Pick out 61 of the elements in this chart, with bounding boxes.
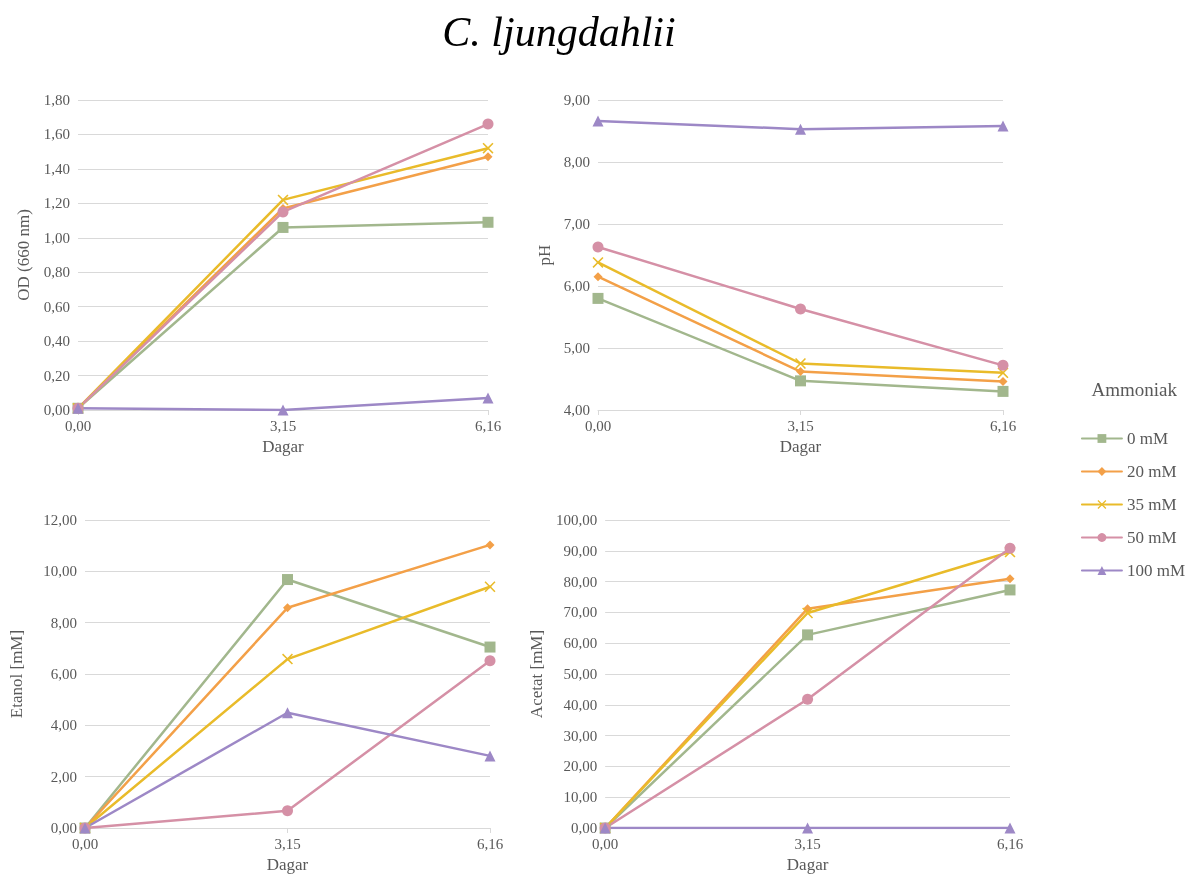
legend-title: Ammoniak (1091, 379, 1178, 400)
x-tick-label: 6,16 (996, 835, 1024, 852)
y-tick-label: 6,00 (563, 278, 590, 294)
y-tick-label: 30,00 (563, 727, 598, 744)
x-tick-label: 6,16 (989, 417, 1017, 434)
y-tick-label: 10,00 (43, 563, 77, 580)
y-tick-label: 0,00 (43, 402, 70, 418)
y-tick-label: 40,00 (563, 696, 598, 713)
y-tick-label: 7,00 (563, 216, 590, 232)
y-tick-label: 1,60 (43, 126, 70, 143)
legend-label: 20 mM (1126, 462, 1177, 481)
y-tick-label: 8,00 (50, 614, 77, 631)
y-tick-label: 1,00 (43, 229, 70, 246)
y-tick-label: 6,00 (50, 666, 77, 682)
y-tick-label: 0,20 (43, 367, 70, 384)
legend-label: 35 mM (1126, 495, 1177, 514)
legend-label: 0 mM (1126, 429, 1168, 448)
x-tick-label: 3,15 (269, 417, 297, 434)
x-tick-label: 3,15 (787, 417, 814, 434)
x-tick-label: 6,16 (476, 835, 504, 852)
legend-label: 100 mM (1126, 561, 1185, 580)
x-axis-title: Dagar (779, 436, 822, 456)
y-tick-label: 0,00 (50, 820, 77, 836)
x-tick-label: 3,15 (274, 835, 301, 852)
y-tick-label: 0,80 (43, 264, 70, 281)
y-tick-label: 0,60 (43, 298, 70, 315)
y-tick-label: 10,00 (563, 789, 598, 806)
x-axis-title: Dagar (786, 854, 829, 874)
y-tick-label: 1,80 (43, 92, 70, 108)
y-tick-label: 0,40 (43, 333, 70, 350)
y-axis-title: Acetat [mM] (527, 629, 546, 719)
y-tick-label: 60,00 (563, 635, 598, 652)
chart-title: C. ljungdahlii (441, 8, 677, 56)
y-axis-title: Etanol [mM] (7, 629, 26, 719)
y-tick-label: 1,20 (43, 195, 70, 212)
y-tick-label: 0,00 (570, 820, 598, 836)
x-tick-label: 0,00 (592, 835, 619, 852)
y-tick-label: 9,00 (563, 92, 590, 108)
y-tick-label: 2,00 (50, 768, 77, 785)
y-tick-label: 12,00 (43, 512, 77, 528)
y-tick-label: 50,00 (563, 666, 598, 682)
y-tick-label: 70,00 (563, 604, 598, 621)
legend-label: 50 mM (1126, 528, 1177, 547)
y-tick-label: 90,00 (563, 542, 598, 559)
x-tick-label: 6,16 (474, 417, 502, 434)
y-axis-title: pH (534, 244, 554, 266)
y-tick-label: 100,00 (555, 512, 598, 528)
x-axis-title: Dagar (262, 436, 305, 456)
y-tick-label: 80,00 (563, 573, 598, 590)
x-tick-label: 0,00 (71, 835, 99, 852)
y-tick-label: 20,00 (563, 758, 598, 775)
y-tick-label: 8,00 (563, 154, 590, 170)
x-tick-label: 0,00 (64, 417, 92, 434)
y-tick-label: 4,00 (50, 717, 77, 734)
y-axis-title: OD (660 nm) (14, 209, 33, 301)
y-tick-label: 5,00 (563, 340, 590, 356)
y-tick-label: 1,40 (43, 160, 70, 177)
x-axis-title: Dagar (266, 854, 309, 874)
x-tick-label: 0,00 (584, 417, 612, 434)
y-tick-label: 4,00 (563, 402, 590, 418)
x-tick-label: 3,15 (794, 835, 821, 852)
